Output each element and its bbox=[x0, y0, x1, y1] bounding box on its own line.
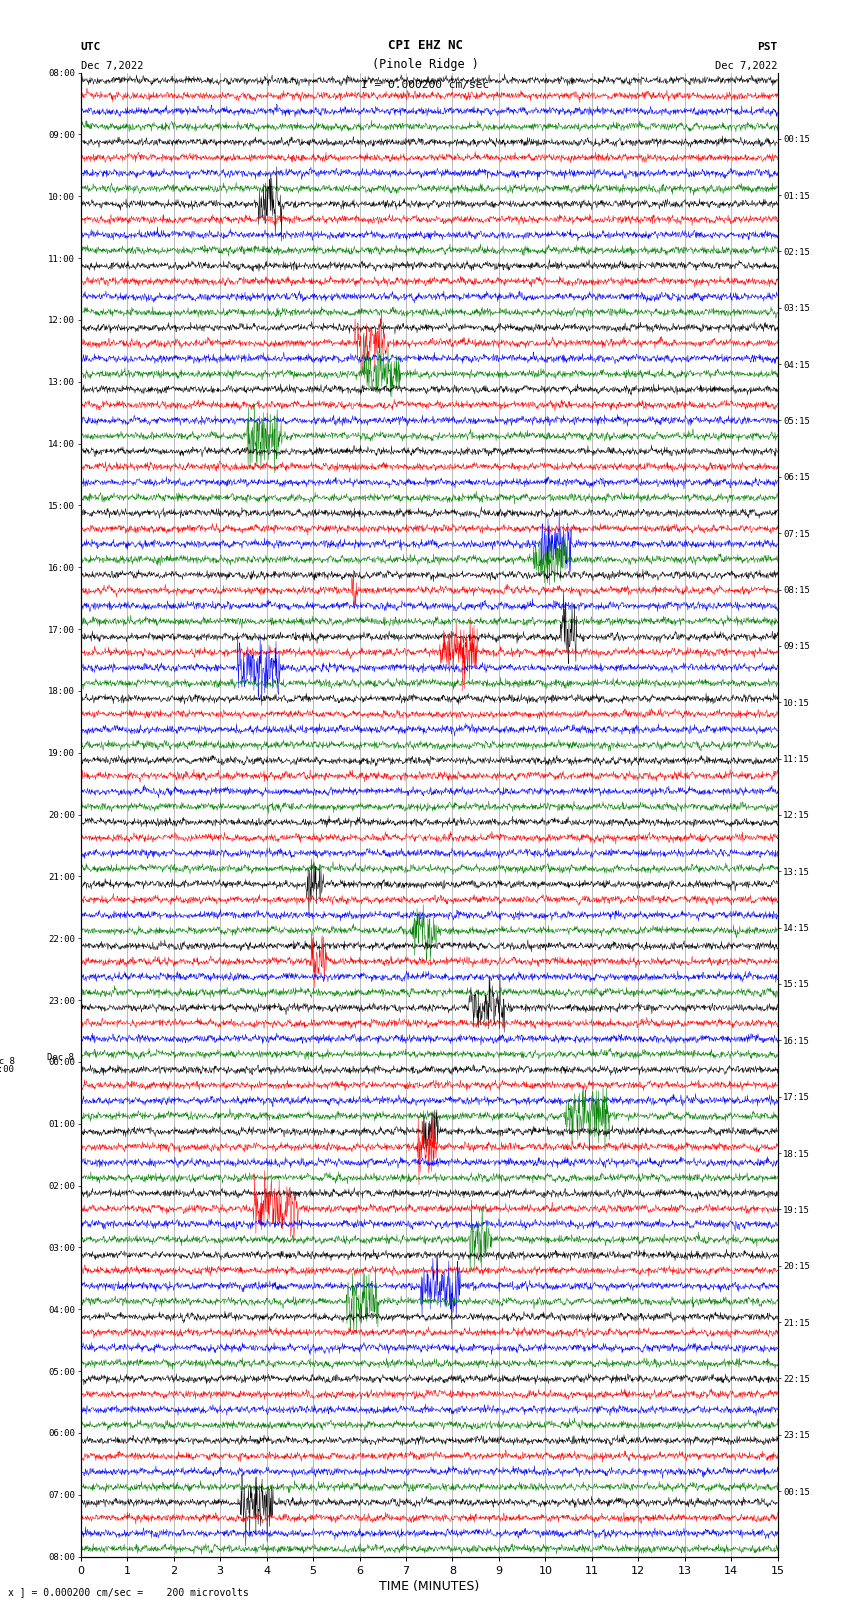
Text: x ] = 0.000200 cm/sec =    200 microvolts: x ] = 0.000200 cm/sec = 200 microvolts bbox=[8, 1587, 249, 1597]
Text: Dec 7,2022: Dec 7,2022 bbox=[715, 61, 778, 71]
Text: (Pinole Ridge ): (Pinole Ridge ) bbox=[371, 58, 479, 71]
Text: 00:00: 00:00 bbox=[0, 1065, 14, 1074]
Text: PST: PST bbox=[757, 42, 778, 52]
X-axis label: TIME (MINUTES): TIME (MINUTES) bbox=[379, 1579, 479, 1592]
Text: Dec 8: Dec 8 bbox=[47, 1053, 74, 1061]
Text: UTC: UTC bbox=[81, 42, 101, 52]
Text: Dec 8: Dec 8 bbox=[0, 1058, 14, 1066]
Text: I = 0.000200 cm/sec: I = 0.000200 cm/sec bbox=[361, 81, 489, 90]
Text: CPI EHZ NC: CPI EHZ NC bbox=[388, 39, 462, 52]
Text: Dec 7,2022: Dec 7,2022 bbox=[81, 61, 144, 71]
